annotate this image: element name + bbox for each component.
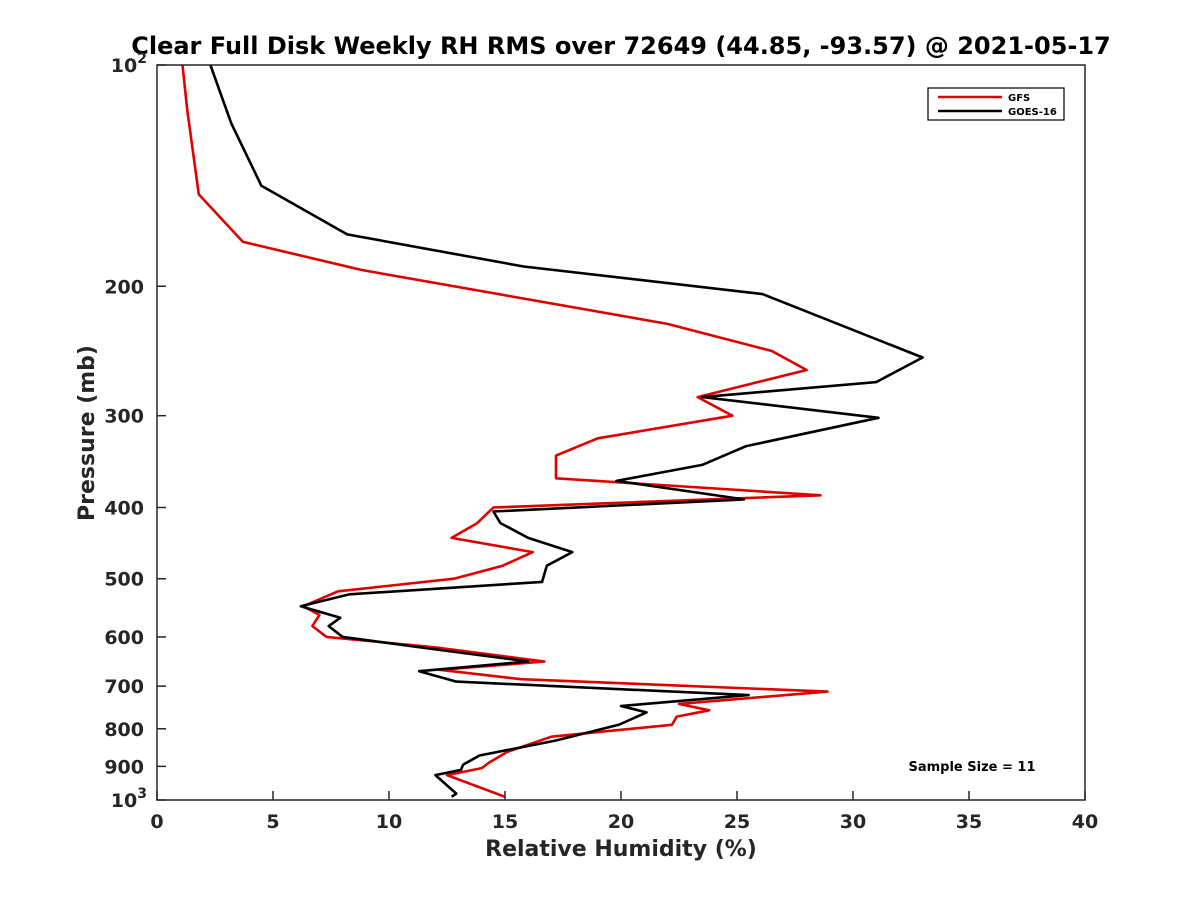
y-tick-label: 700 [104,676,144,698]
y-tick-label: 600 [104,627,144,649]
legend-label-goes-16: GOES-16 [1008,107,1057,118]
chart-title: Clear Full Disk Weekly RH RMS over 72649… [131,32,1111,60]
x-tick-label: 0 [150,811,163,833]
y-tick-label: 300 [104,406,144,428]
x-tick-label: 35 [956,811,982,833]
y-tick-label: 400 [104,498,144,520]
x-tick-label: 30 [840,811,866,833]
x-tick-label: 5 [266,811,279,833]
y-tick-label: 500 [104,569,144,591]
x-axis-label: Relative Humidity (%) [485,837,757,862]
y-tick-label: 900 [104,756,144,778]
series-line-goes-16 [209,64,924,798]
legend-box [927,87,1065,121]
series-line-gfs [181,64,829,799]
x-tick-label: 15 [492,811,518,833]
x-tick-label: 20 [608,811,634,833]
x-tick-label: 10 [376,811,402,833]
x-axis-ticks: 0 5 10 15 20 25 30 35 40 [150,791,1098,833]
y-tick-label: 102 [111,51,147,77]
legend: GFS GOES-16 [927,87,1065,121]
y-axis-label: Pressure (mb) [75,345,100,521]
y-tick-label: 800 [104,719,144,741]
x-tick-label: 40 [1072,811,1098,833]
plot-lines [181,64,924,799]
sample-size-annotation: Sample Size = 11 [908,760,1035,775]
y-tick-label: 200 [104,276,144,298]
legend-label-gfs: GFS [1008,93,1030,104]
x-tick-label: 25 [724,811,750,833]
